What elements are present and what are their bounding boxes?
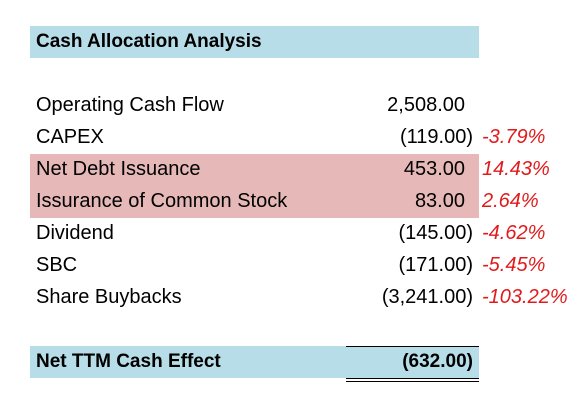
title-cell[interactable]: Cash Allocation Analysis [30,26,479,58]
row-label: Operating Cash Flow [36,94,224,116]
row-value: (171.00) [398,254,474,276]
row-dividend[interactable]: Dividend (145.00) [30,218,479,250]
total-top-border [346,346,479,347]
table-title: Cash Allocation Analysis [36,31,262,52]
row-label: Share Buybacks [36,286,182,308]
row-net-debt-issuance[interactable]: Net Debt Issuance 453.00 [30,154,479,186]
row-percent: -3.79% [482,126,546,148]
row-operating-cash-flow[interactable]: Operating Cash Flow 2,508.00 [30,90,479,122]
total-row[interactable]: Net TTM Cash Effect (632.00) [30,346,479,378]
row-value: (145.00) [398,222,474,244]
total-double-underline [346,378,479,382]
total-label: Net TTM Cash Effect [36,351,221,372]
row-value: (3,241.00) [381,286,473,308]
row-sbc[interactable]: SBC (171.00) [30,250,479,282]
row-label: SBC [36,254,78,276]
row-label: CAPEX [36,126,104,148]
total-value: (632.00) [402,351,473,372]
row-label: Net Debt Issuance [36,158,201,180]
row-value: (119.00) [399,126,473,148]
row-percent: -5.45% [482,254,546,276]
row-value: 83.00 [414,190,465,212]
row-label: Issurance of Common Stock [36,190,288,212]
row-percent: -4.62% [482,222,546,244]
row-label: Dividend [36,222,114,244]
row-value: 2,508.00 [387,94,465,116]
row-percent: 14.43% [482,158,550,180]
row-percent: 2.64% [482,190,539,212]
row-issurance-of-common-stock[interactable]: Issurance of Common Stock 83.00 [30,186,479,218]
row-value: 453.00 [403,158,465,180]
row-percent: -103.22% [482,286,568,308]
row-capex[interactable]: CAPEX (119.00) [30,122,479,154]
row-share-buybacks[interactable]: Share Buybacks (3,241.00) [30,282,479,314]
